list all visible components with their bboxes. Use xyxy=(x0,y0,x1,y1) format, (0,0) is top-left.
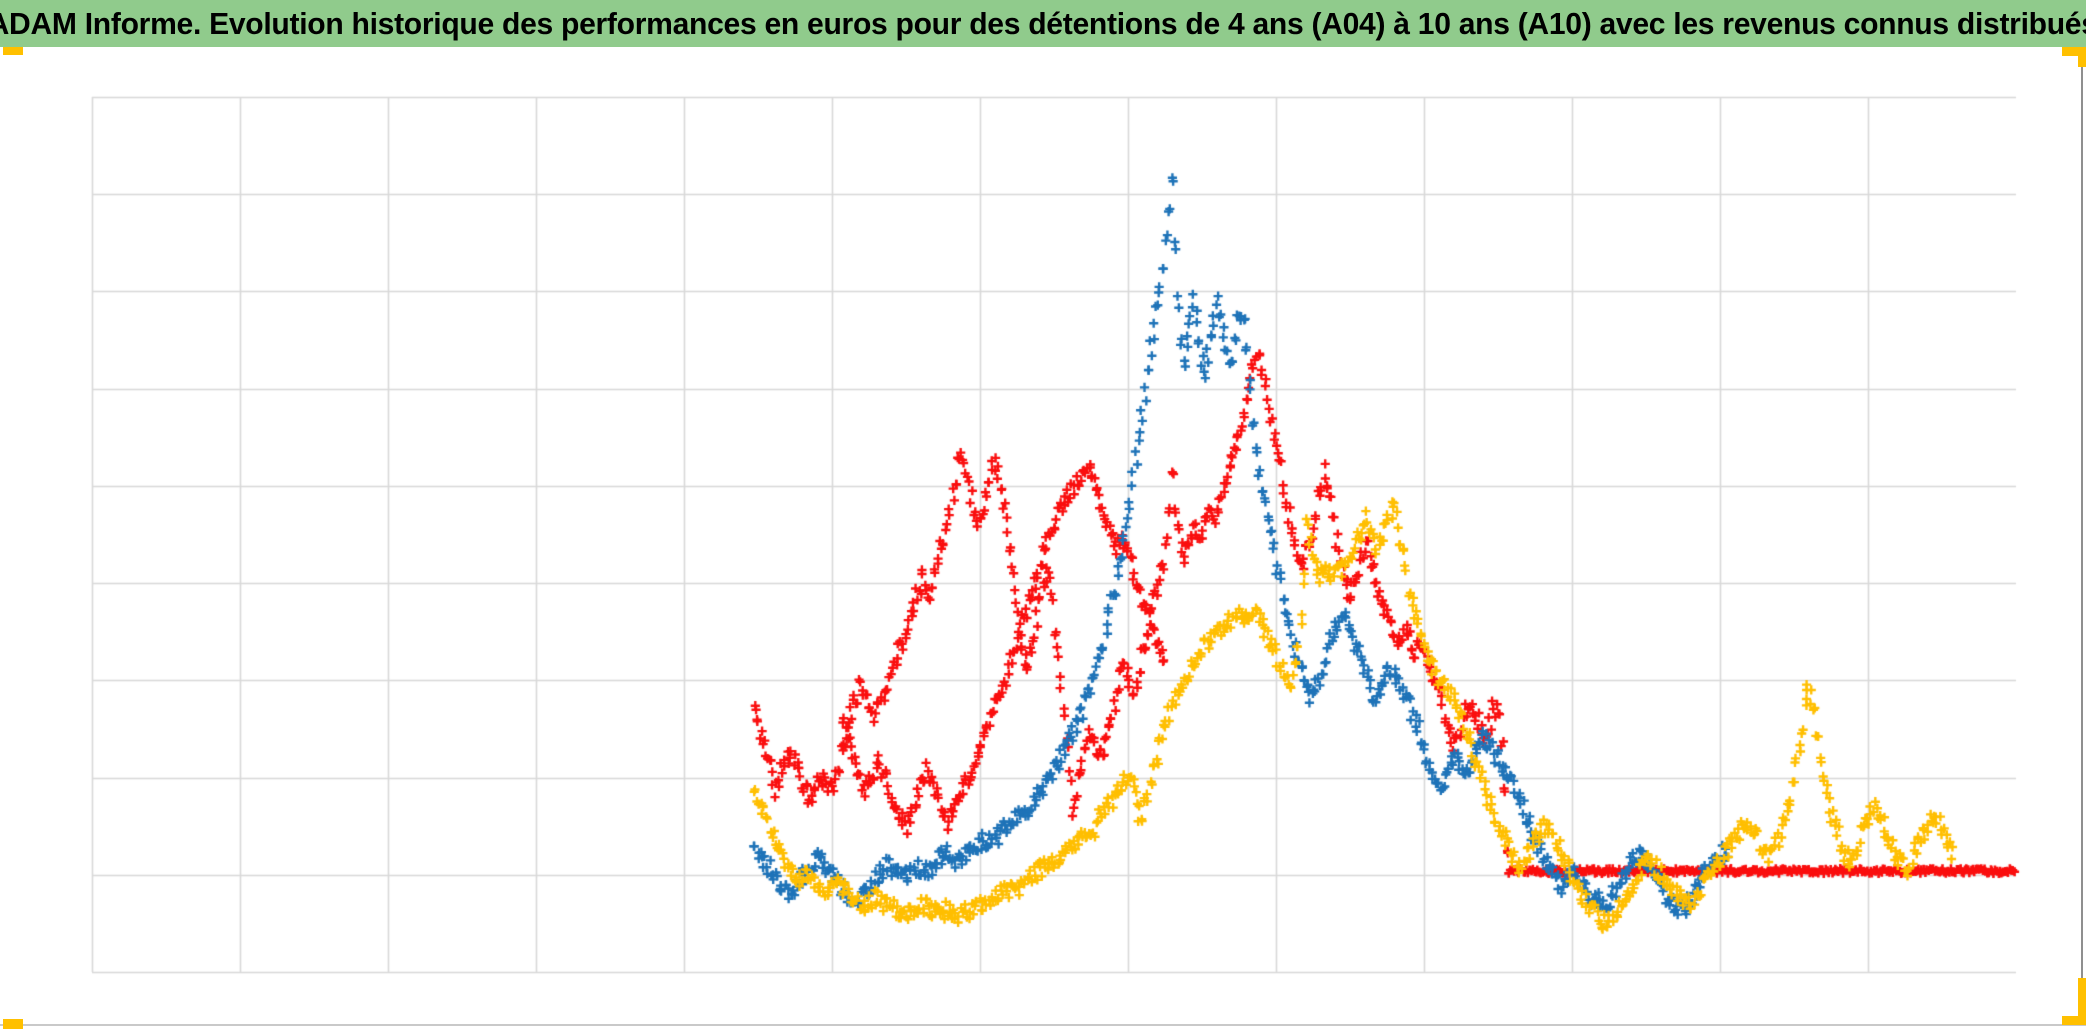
corner-accent-top-left xyxy=(3,47,23,55)
corner-accent-top-right xyxy=(2062,47,2086,67)
corner-accent-bottom-left xyxy=(3,1019,23,1029)
window-bottom-edge-line xyxy=(0,1024,2086,1026)
chart-title-banner: ADAM Informe. Evolution historique des p… xyxy=(0,0,2086,47)
window-right-edge-line xyxy=(2081,47,2083,1025)
chart-title-text: ADAM Informe. Evolution historique des p… xyxy=(0,5,2086,41)
corner-accent-bottom-right xyxy=(2062,978,2086,1025)
